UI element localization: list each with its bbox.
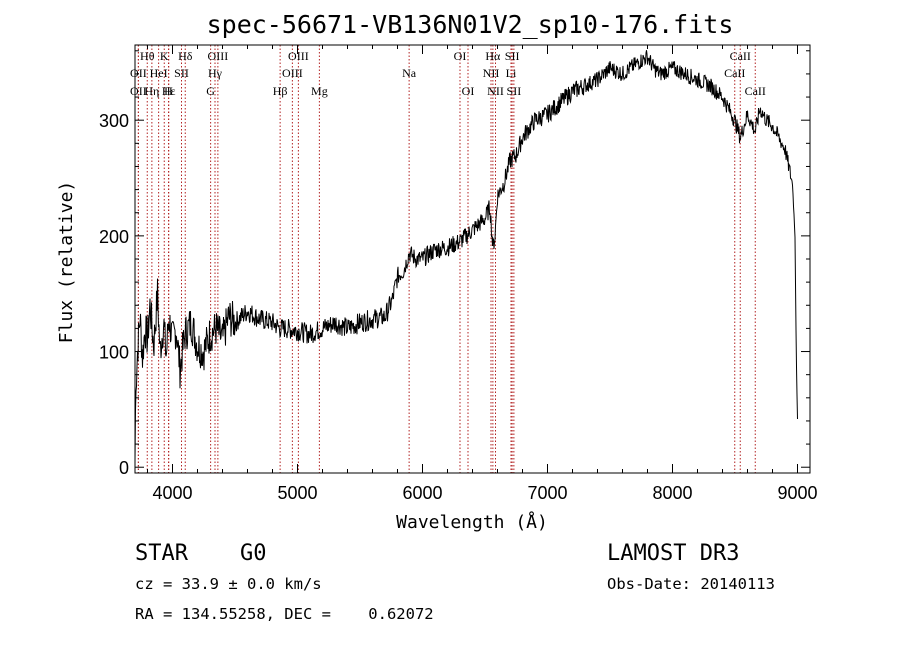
x-tick-label-4: 8000 — [652, 483, 692, 503]
object-subclass: G0 — [240, 541, 267, 566]
info-panel: STAR G0 LAMOST DR3 cz = 33.9 ± 0.0 km/s … — [135, 541, 775, 623]
y-tick-label-0: 0 — [119, 458, 129, 478]
ra-dec-coordinates: RA = 134.55258, DEC = 0.62072 — [135, 605, 434, 623]
line-label-16: Mg — [311, 84, 328, 98]
line-label-12: G — [206, 84, 215, 98]
plot-frame — [134, 44, 811, 474]
x-axis-ticks: 4000 5000 6000 7000 8000 9000 — [147, 45, 818, 503]
redshift-velocity: cz = 33.9 ± 0.0 km/s — [135, 575, 322, 593]
line-label-4: HeI — [150, 66, 168, 80]
line-label-2: OII — [130, 84, 147, 98]
x-tick-label-1: 5000 — [277, 483, 317, 503]
x-tick-label-0: 4000 — [152, 483, 192, 503]
line-label-14: OIII — [282, 66, 303, 80]
line-label-27: CaII — [724, 66, 745, 80]
y-tick-label-3: 300 — [99, 111, 129, 131]
line-label-10: OIII — [208, 49, 229, 63]
x-tick-label-5: 9000 — [777, 483, 817, 503]
y-axis-ticks: 0 100 200 300 — [99, 50, 810, 478]
line-label-7: H — [164, 84, 173, 98]
line-label-25: SII — [507, 84, 522, 98]
survey-name: LAMOST DR3 — [607, 541, 739, 566]
line-label-8: SII — [174, 66, 189, 80]
line-label-28: CaII — [745, 84, 766, 98]
line-label-11: Hγ — [208, 66, 223, 80]
line-label-21: SII — [505, 49, 520, 63]
line-label-13: OIII — [288, 49, 309, 63]
line-label-22: NII — [483, 66, 500, 80]
observation-date: Obs-Date: 20140113 — [607, 575, 775, 593]
line-label-15: Hβ — [273, 84, 288, 98]
line-label-5: Hε — [162, 84, 176, 98]
line-label-1: OII — [130, 66, 147, 80]
x-tick-label-2: 6000 — [402, 483, 442, 503]
line-label-0: Hθ — [140, 49, 155, 63]
line-label-9: Hδ — [178, 49, 193, 63]
y-tick-label-2: 200 — [99, 227, 129, 247]
line-label-24: NII — [487, 84, 504, 98]
line-label-18: OI — [454, 49, 467, 63]
line-label-26: CaII — [730, 49, 751, 63]
emission-line-markers — [137, 45, 756, 473]
line-label-3: K — [160, 49, 169, 63]
flux-series-line — [134, 50, 798, 462]
line-label-17: Na — [402, 66, 417, 80]
x-axis-label: Wavelength (Å) — [396, 511, 548, 533]
chart-title: spec-56671-VB136N01V2_sp10-176.fits — [207, 10, 734, 39]
line-label-23: Li — [506, 66, 517, 80]
line-label-19: OI — [462, 84, 475, 98]
line-label-20: Hα — [485, 49, 501, 63]
object-class: STAR — [135, 541, 189, 566]
y-tick-label-1: 100 — [99, 343, 129, 363]
line-label-6: Hη — [144, 84, 159, 98]
x-tick-label-3: 7000 — [527, 483, 567, 503]
y-axis-label: Flux (relative) — [56, 181, 77, 344]
